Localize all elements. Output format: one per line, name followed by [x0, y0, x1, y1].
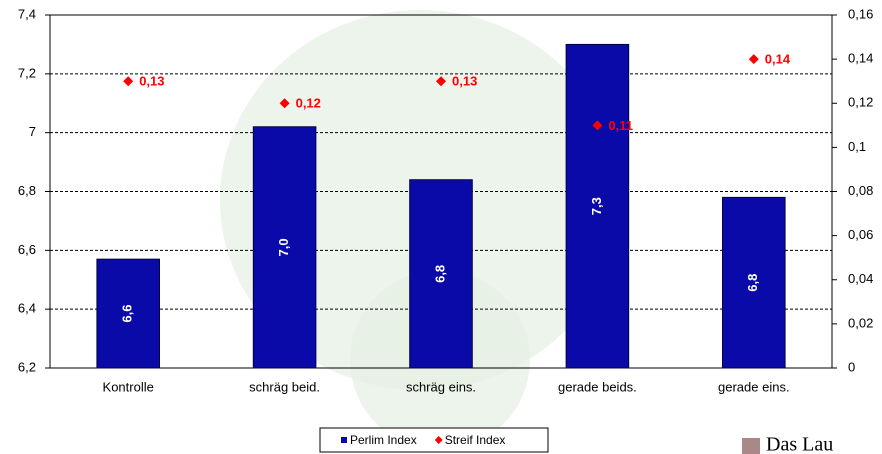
marker — [123, 76, 134, 87]
y-tick-label: 6,8 — [18, 183, 36, 198]
y-tick-label: 7,4 — [18, 6, 36, 21]
marker — [592, 120, 603, 131]
y2-tick-label: 0,04 — [848, 271, 873, 286]
x-tick-label: Kontrolle — [103, 379, 154, 394]
logo-text: Das Lau — [766, 434, 833, 454]
bar-value-label: 6,8 — [432, 265, 447, 283]
legend-label: Streif Index — [445, 433, 506, 447]
bar — [565, 43, 630, 369]
x-tick-label: gerade beids. — [558, 379, 637, 394]
y2-tick-label: 0,08 — [848, 183, 873, 198]
bar — [96, 258, 160, 369]
bar-value-label: 7,0 — [276, 238, 291, 256]
marker-value-label: 0,13 — [452, 74, 477, 89]
y2-tick-label: 0,02 — [848, 315, 873, 330]
y-tick-label: 6,6 — [18, 242, 36, 257]
marker-value-label: 0,11 — [608, 118, 633, 133]
bar-value-label: 6,6 — [120, 305, 135, 323]
y2-tick-label: 0,16 — [848, 6, 873, 21]
x-tick-label: gerade eins. — [718, 379, 790, 394]
y-tick-label: 6,4 — [18, 301, 36, 316]
bar — [252, 126, 317, 369]
bar — [722, 196, 786, 369]
y2-tick-label: 0 — [848, 359, 855, 374]
y2-tick-label: 0,14 — [848, 51, 873, 66]
y2-tick-label: 0,1 — [848, 139, 866, 154]
y-tick-label: 7 — [29, 124, 36, 139]
marker — [279, 98, 290, 109]
legend-label: Perlim Index — [350, 433, 417, 447]
y2-tick-label: 0,12 — [848, 95, 873, 110]
bar-value-label: 7,3 — [589, 197, 604, 215]
y-tick-label: 7,2 — [18, 65, 36, 80]
marker-value-label: 0,14 — [765, 52, 791, 67]
y-tick-label: 6,2 — [18, 359, 36, 374]
marker — [748, 54, 759, 65]
legend-swatch — [341, 437, 347, 443]
logo-icon — [742, 438, 760, 454]
bar — [409, 179, 473, 369]
marker-value-label: 0,13 — [139, 74, 164, 89]
marker — [436, 76, 446, 87]
legend-box — [319, 427, 549, 453]
legend-swatch — [434, 436, 443, 444]
marker-value-label: 0,12 — [296, 96, 321, 111]
x-tick-label: schräg eins. — [406, 379, 476, 394]
bar-value-label: 6,8 — [745, 274, 760, 292]
x-tick-label: schräg beid. — [249, 379, 320, 394]
y2-tick-label: 0,06 — [848, 227, 873, 242]
